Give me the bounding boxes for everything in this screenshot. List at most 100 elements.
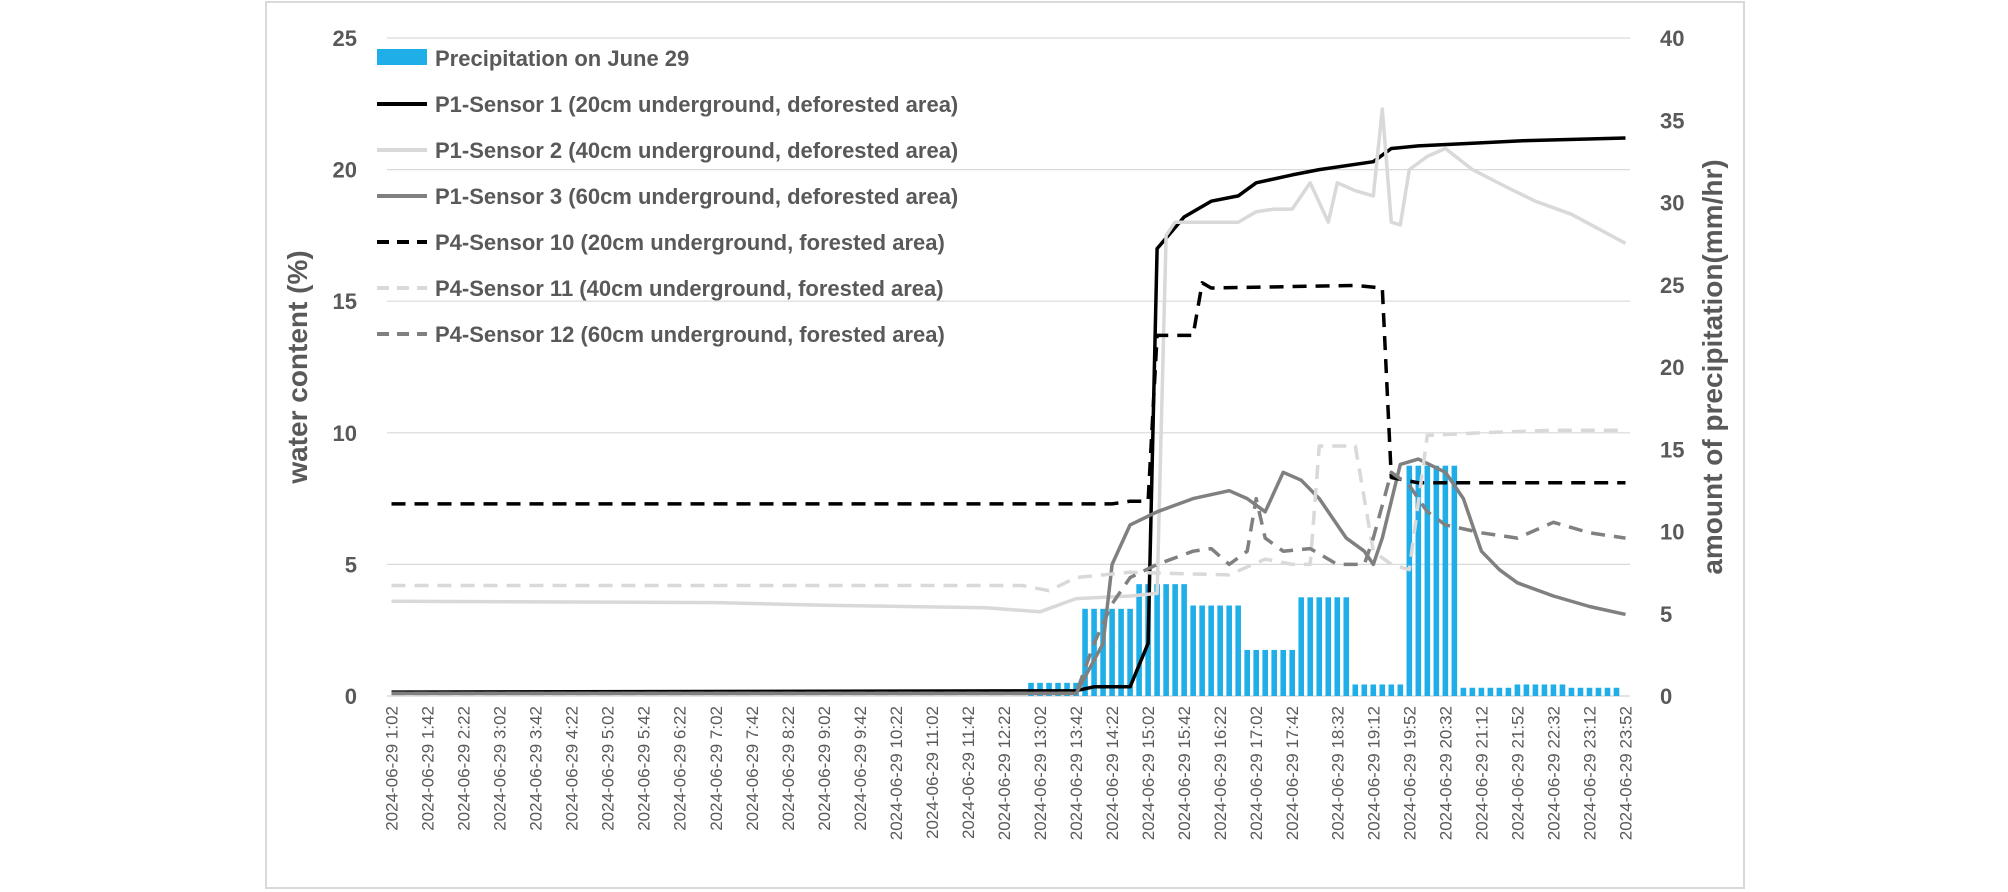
legend-label: P1-Sensor 1 (20cm underground, deforeste… — [435, 92, 958, 117]
legend-label: P1-Sensor 3 (60cm underground, deforeste… — [435, 184, 958, 209]
precipitation-bar — [1532, 684, 1539, 696]
water-content-chart: 0 5 10 15 20 25 0 5 10 15 20 25 30 35 40 2024-06-29 1:0… — [282, 26, 1728, 840]
series-line — [391, 428, 1626, 593]
x-tick-label: 2024-06-29 23:12 — [1580, 706, 1599, 840]
x-tick-label: 2024-06-29 16:22 — [1211, 706, 1230, 840]
axis-ticks: 0 5 10 15 20 25 0 5 10 15 20 25 30 35 40 2024-06-29 1:0… — [333, 26, 1685, 840]
precipitation-bar — [1244, 649, 1250, 696]
precipitation-bar — [1577, 687, 1584, 696]
precipitation-bar — [1397, 684, 1404, 696]
x-tick-label: 2024-06-29 10:22 — [887, 706, 906, 840]
precipitation-bar — [1334, 597, 1341, 696]
precipitation-bar — [1235, 605, 1241, 696]
legend-label: P4-Sensor 11 (40cm underground, forested… — [435, 276, 944, 301]
precipitation-bar — [1379, 684, 1386, 696]
legend: Precipitation on June 29 P1-Sensor 1 (20c… — [377, 46, 958, 347]
chart-frame: 0 5 10 15 20 25 0 5 10 15 20 25 30 35 40 2024-06-29 1:0… — [265, 1, 1745, 889]
precipitation-bar — [1514, 684, 1521, 696]
y-right-tick-label: 30 — [1660, 191, 1684, 216]
x-tick-label: 2024-06-29 18:32 — [1328, 706, 1347, 840]
x-tick-label: 2024-06-29 23:52 — [1616, 706, 1635, 840]
x-tick-label: 2024-06-29 11:42 — [959, 706, 978, 839]
precipitation-bar — [1289, 649, 1296, 696]
precipitation-bar — [1424, 465, 1431, 696]
precipitation-bar — [1172, 584, 1178, 696]
legend-label: P4-Sensor 12 (60cm underground, forested… — [435, 322, 945, 347]
precipitation-bar — [1361, 684, 1368, 696]
legend-swatch-bar — [377, 49, 427, 65]
precipitation-bar — [1271, 649, 1278, 696]
x-tick-label: 2024-06-29 21:52 — [1508, 706, 1527, 840]
y-left-tick-label: 25 — [333, 26, 357, 51]
y-right-tick-label: 10 — [1660, 520, 1684, 545]
x-tick-label: 2024-06-29 6:22 — [671, 706, 690, 831]
precipitation-bar — [1325, 597, 1332, 696]
precipitation-bar — [1595, 687, 1602, 696]
precipitation-bar — [1199, 605, 1205, 696]
x-tick-label: 2024-06-29 5:42 — [635, 706, 654, 831]
x-tick-label: 2024-06-29 2:22 — [455, 706, 474, 831]
precipitation-bar — [1280, 649, 1287, 696]
x-tick-label: 2024-06-29 19:52 — [1400, 706, 1419, 840]
precipitation-bar — [1460, 687, 1467, 696]
precipitation-bar — [1406, 465, 1413, 696]
x-tick-label: 2024-06-29 5:02 — [599, 706, 618, 831]
x-tick-label: 2024-06-29 13:02 — [1031, 706, 1050, 840]
precipitation-bar — [1100, 608, 1106, 696]
x-tick-label: 2024-06-29 22:32 — [1544, 706, 1563, 840]
precipitation-bar — [1343, 597, 1350, 696]
precipitation-bar — [1451, 465, 1458, 696]
precipitation-bar — [1388, 684, 1395, 696]
y-right-tick-label: 35 — [1660, 108, 1684, 133]
precipitation-bar — [1316, 597, 1323, 696]
precipitation-bar — [1190, 605, 1196, 696]
x-tick-label: 2024-06-29 19:12 — [1364, 706, 1383, 840]
y-axis-right-title: amount of precipitation(mm/hr) — [1697, 159, 1728, 574]
precipitation-bar — [1613, 687, 1620, 696]
y-left-tick-label: 15 — [333, 289, 357, 314]
precipitation-bar — [1487, 687, 1494, 696]
precipitation-bar — [1154, 584, 1160, 696]
x-tick-label: 2024-06-29 13:42 — [1067, 706, 1086, 840]
x-tick-label: 2024-06-29 21:12 — [1472, 706, 1491, 840]
series-line — [391, 136, 1626, 694]
precipitation-bars — [1028, 465, 1620, 696]
x-tick-label: 2024-06-29 1:42 — [419, 706, 438, 831]
series-line — [391, 470, 1626, 696]
precipitation-bar — [1307, 597, 1314, 696]
y-right-tick-label: 20 — [1660, 355, 1684, 380]
x-tick-label: 2024-06-29 7:42 — [743, 706, 762, 831]
x-tick-label: 2024-06-29 17:02 — [1247, 706, 1266, 840]
precipitation-bar — [1568, 687, 1575, 696]
y-right-tick-label: 5 — [1660, 602, 1672, 627]
precipitation-bar — [1136, 584, 1142, 696]
x-tick-label: 2024-06-29 9:02 — [815, 706, 834, 831]
x-tick-label: 2024-06-29 12:22 — [995, 706, 1014, 840]
precipitation-bar — [1163, 584, 1169, 696]
x-tick-label: 2024-06-29 14:22 — [1103, 706, 1122, 840]
precipitation-bar — [1433, 465, 1440, 696]
precipitation-bar — [1352, 684, 1359, 696]
precipitation-bar — [1541, 684, 1548, 696]
precipitation-bar — [1469, 687, 1476, 696]
y-right-tick-label: 0 — [1660, 684, 1672, 709]
legend-label: Precipitation on June 29 — [435, 46, 689, 71]
precipitation-bar — [1604, 687, 1611, 696]
legend-label: P4-Sensor 10 (20cm underground, forested… — [435, 230, 945, 255]
y-left-tick-label: 5 — [345, 552, 357, 577]
y-left-tick-label: 10 — [333, 421, 357, 446]
precipitation-bar — [1082, 608, 1088, 696]
y-right-tick-label: 40 — [1660, 26, 1684, 51]
x-tick-label: 2024-06-29 15:02 — [1139, 706, 1158, 840]
precipitation-bar — [1478, 687, 1485, 696]
y-axis-left-title: water content (%) — [282, 250, 313, 484]
precipitation-bar — [1415, 465, 1422, 696]
precipitation-bar — [1253, 649, 1259, 696]
series-line — [391, 457, 1626, 696]
x-tick-label: 2024-06-29 7:02 — [707, 706, 726, 831]
x-tick-label: 2024-06-29 8:22 — [779, 706, 798, 831]
precipitation-bar — [1262, 649, 1268, 696]
x-tick-label: 2024-06-29 3:02 — [491, 706, 510, 831]
y-right-tick-label: 15 — [1660, 437, 1684, 462]
y-right-tick-label: 25 — [1660, 273, 1684, 298]
